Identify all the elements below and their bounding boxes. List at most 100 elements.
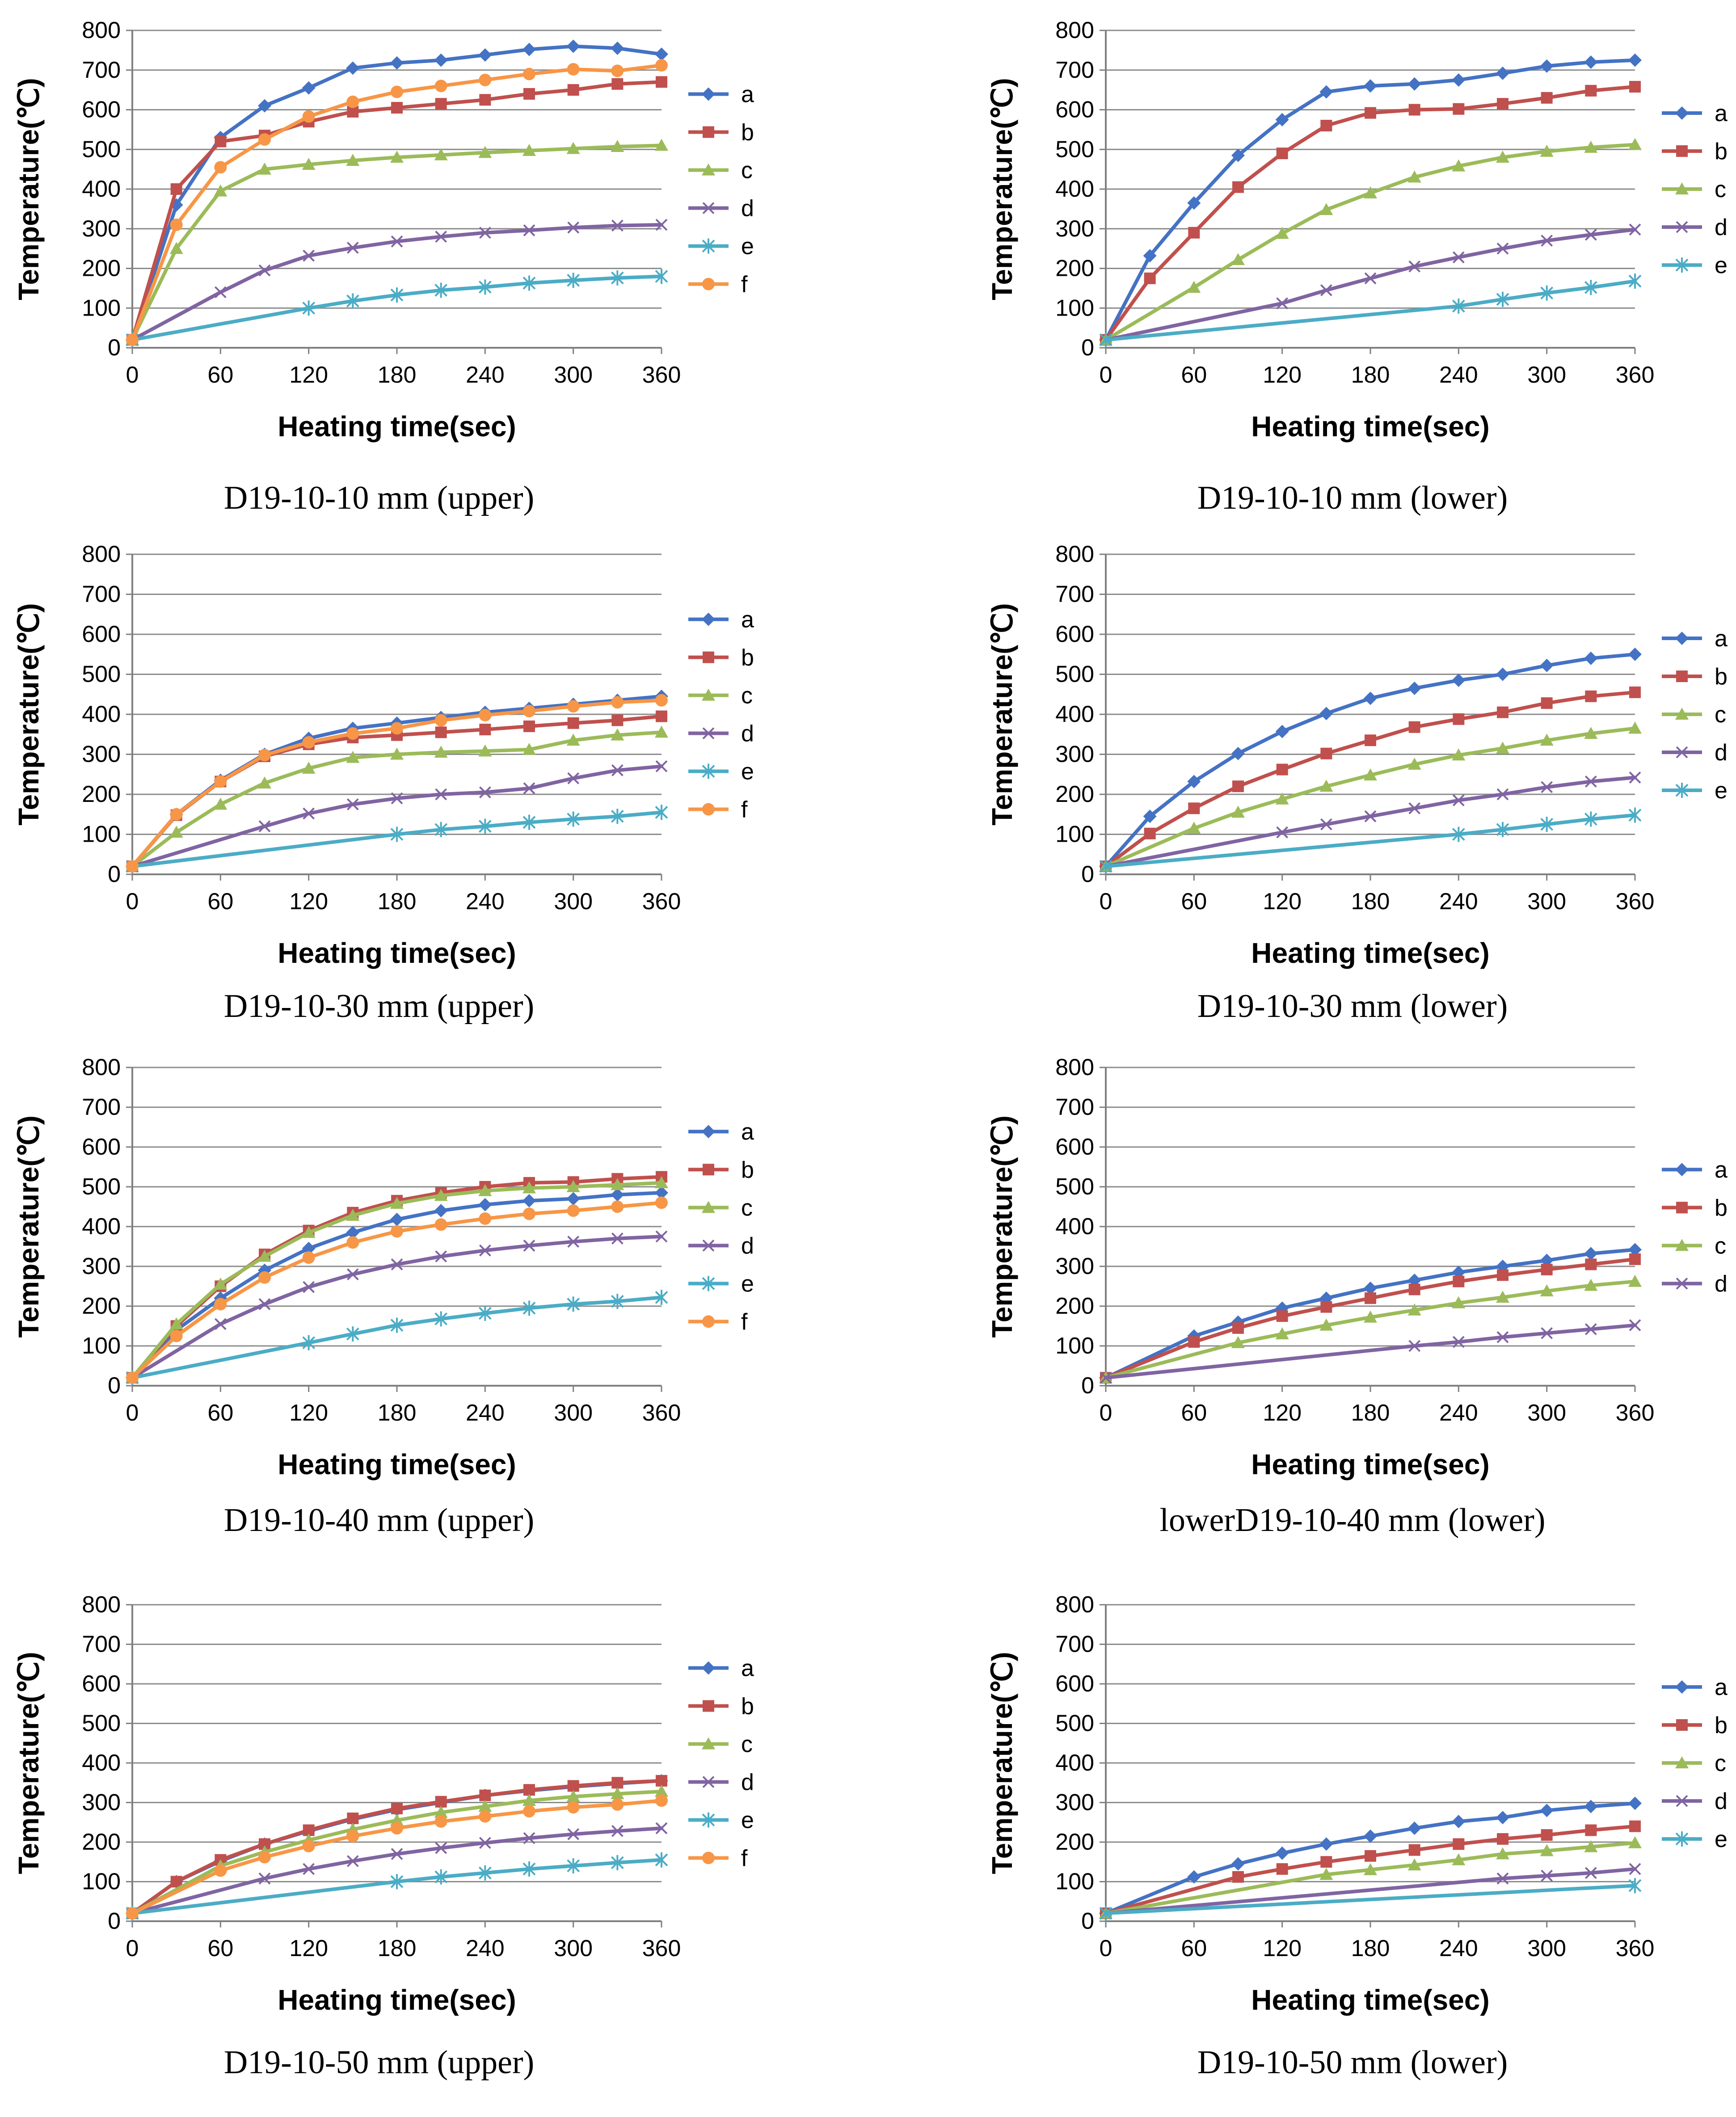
data-point-d — [1629, 771, 1641, 784]
data-point-e — [567, 1296, 580, 1312]
data-point-e — [434, 1869, 448, 1885]
data-point-e — [346, 293, 359, 309]
data-point-b — [1365, 1850, 1376, 1862]
y-tick-label: 300 — [82, 742, 121, 768]
series-d — [126, 760, 668, 873]
x-tick-label: 0 — [126, 362, 139, 388]
series-line-c — [131, 1789, 663, 1915]
data-point-c — [258, 162, 271, 175]
data-point-e — [478, 818, 492, 834]
data-point-b — [656, 1775, 667, 1787]
legend-marker-d — [702, 1776, 715, 1788]
data-point-d — [214, 1318, 227, 1330]
series-f — [126, 694, 668, 873]
data-point-d — [479, 227, 491, 239]
data-point-c — [1628, 1274, 1642, 1287]
data-point-e — [522, 275, 536, 291]
legend-item: d — [1662, 1788, 1728, 1814]
data-point-d — [567, 1828, 580, 1840]
legend-label: c — [741, 158, 753, 184]
x-tick-label: 300 — [554, 1936, 593, 1961]
data-point-c — [611, 728, 624, 741]
data-point-c — [1452, 159, 1466, 172]
series-a — [1099, 647, 1642, 873]
y-tick-label: 800 — [1055, 1054, 1094, 1080]
x-tick-label: 0 — [126, 889, 139, 915]
data-point-d — [303, 249, 315, 262]
data-point-a — [655, 1186, 668, 1200]
data-point-a — [1187, 775, 1201, 789]
chart-panel: 0 100 200 300 400 500 600 700 800 0 60 120 180 240 300… — [986, 541, 1728, 1025]
data-point-b — [391, 102, 403, 114]
data-point-d — [479, 1837, 491, 1849]
data-point-c — [1452, 1296, 1466, 1308]
data-point-d — [523, 1240, 535, 1252]
data-point-c — [1496, 1847, 1509, 1860]
legend-label: c — [1715, 1750, 1726, 1776]
x-axis-title: Heating time(sec) — [278, 1984, 516, 2016]
data-point-d — [1541, 1869, 1553, 1882]
data-point-c — [1540, 734, 1554, 746]
data-point-f — [479, 708, 492, 721]
data-point-c — [214, 184, 228, 197]
data-point-c — [1407, 757, 1421, 770]
data-point-d — [1496, 788, 1509, 801]
y-tick-label: 200 — [82, 1293, 121, 1319]
legend-label: f — [741, 272, 748, 298]
y-tick-label: 600 — [1055, 1671, 1094, 1697]
data-point-c — [611, 140, 624, 152]
data-point-b — [1276, 148, 1288, 160]
data-point-d — [1452, 251, 1465, 264]
y-tick-label: 0 — [108, 1908, 121, 1934]
data-point-c — [1407, 170, 1421, 183]
data-point-b — [1232, 780, 1244, 793]
data-point-d — [655, 1822, 668, 1834]
legend-marker-f — [702, 278, 715, 291]
y-tick-label: 100 — [1055, 295, 1094, 321]
data-point-f — [258, 1851, 271, 1864]
chart-panel: 0 100 200 300 400 500 600 700 800 0 60 120 180 240 300… — [986, 1054, 1728, 1539]
legend-item: d — [688, 196, 754, 222]
x-tick-label: 360 — [1616, 1400, 1655, 1426]
y-axis-title: Temperature(℃) — [13, 1652, 45, 1874]
data-point-c — [655, 1176, 668, 1189]
data-point-d — [479, 786, 491, 798]
data-point-b — [347, 1812, 359, 1824]
legend-item: c — [688, 1195, 753, 1221]
y-tick-label: 100 — [1055, 822, 1094, 848]
data-point-b — [1497, 1269, 1508, 1281]
series-c — [126, 139, 668, 346]
chart-caption: D19-10-30 mm (lower) — [1197, 988, 1508, 1025]
y-tick-label: 500 — [82, 136, 121, 162]
legend-marker-d — [702, 202, 715, 214]
data-point-a — [1319, 1837, 1333, 1851]
legend-item: c — [688, 158, 753, 184]
legend-item: c — [1662, 177, 1726, 202]
legend-item: b — [688, 120, 754, 146]
x-tick-label: 360 — [642, 889, 681, 915]
data-point-a — [1275, 113, 1289, 127]
data-point-b — [479, 94, 491, 106]
x-tick-label: 300 — [1527, 362, 1566, 388]
y-tick-label: 600 — [1055, 621, 1094, 647]
legend-item: b — [688, 1157, 754, 1183]
legend-marker-b — [703, 1164, 714, 1176]
legend-label: d — [1715, 740, 1728, 766]
y-axis-title: Temperature(℃) — [13, 1115, 45, 1337]
legend-label: d — [741, 196, 754, 222]
data-point-a — [1628, 647, 1642, 661]
legend-label: b — [741, 1694, 754, 1720]
legend-item: e — [688, 759, 754, 785]
x-tick-label: 360 — [642, 1936, 681, 1961]
data-point-c — [302, 157, 316, 170]
x-tick-label: 180 — [1351, 1400, 1390, 1426]
data-point-c — [214, 1278, 228, 1290]
data-point-d — [1541, 234, 1553, 247]
data-point-d — [258, 264, 271, 277]
chart-panel: 0 100 200 300 400 500 600 700 800 0 60 120 180 240 300… — [13, 541, 754, 1025]
data-point-d — [1584, 775, 1597, 788]
data-point-f — [611, 1200, 624, 1213]
x-tick-label: 180 — [1351, 1936, 1390, 1961]
series-e — [1099, 273, 1642, 348]
legend-item: e — [1662, 778, 1728, 804]
